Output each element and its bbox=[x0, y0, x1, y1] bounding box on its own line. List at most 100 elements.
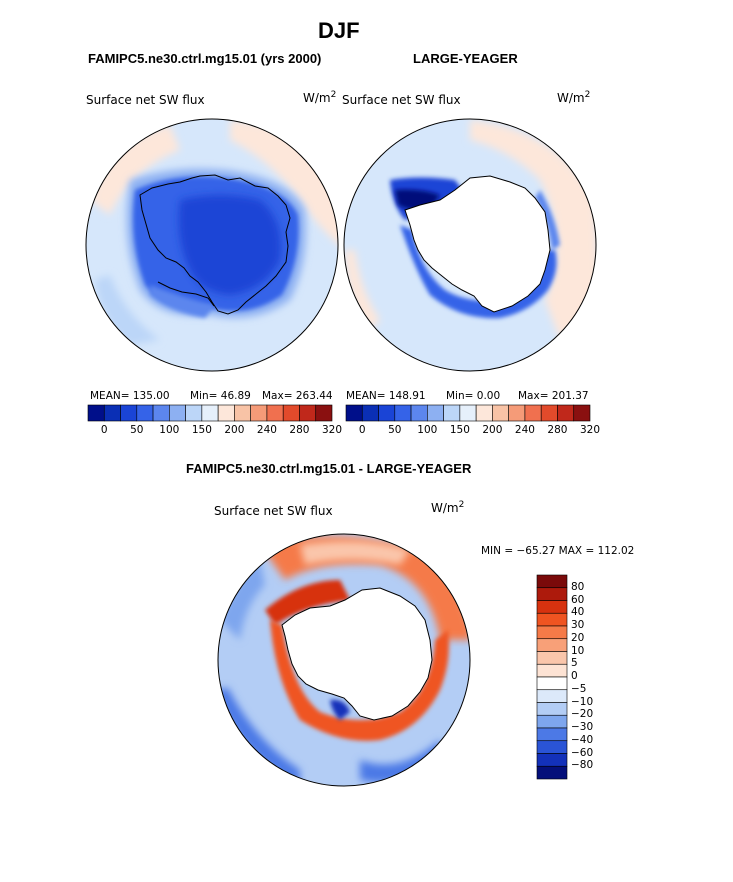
colorbar2-tick-label: 280 bbox=[547, 424, 568, 436]
colorbar3-tick-label: 30 bbox=[571, 619, 585, 631]
map1-peninsula bbox=[157, 281, 215, 307]
colorbar1-swatch bbox=[103, 404, 121, 422]
colorbar2-tick-label: 150 bbox=[449, 424, 470, 436]
colorbar1-swatch bbox=[136, 404, 154, 422]
colorbar2-swatch bbox=[540, 404, 558, 422]
colorbar3-tick-label: 10 bbox=[571, 644, 585, 657]
colorbar3-swatch bbox=[536, 612, 568, 627]
panel1-title: FAMIPC5.ne30.ctrl.mg15.01 (yrs 2000) bbox=[88, 51, 322, 66]
colorbar3-swatch bbox=[536, 689, 568, 703]
colorbar1-tick-label: 240 bbox=[256, 424, 277, 436]
colorbar1-tick-label: 320 bbox=[321, 424, 343, 436]
colorbar2-tick-label: 0 bbox=[358, 424, 366, 436]
colorbar1-swatch bbox=[201, 404, 219, 422]
colorbar2-swatch bbox=[394, 404, 412, 422]
colorbar-panel2 bbox=[345, 404, 591, 422]
colorbar2-swatch bbox=[573, 404, 591, 422]
colorbar2-swatch bbox=[345, 404, 363, 422]
colorbar3-swatch bbox=[536, 753, 568, 767]
colorbar1-swatch bbox=[87, 404, 105, 422]
colorbar3-swatch bbox=[536, 625, 568, 640]
colorbar1-swatch bbox=[266, 404, 284, 422]
panel1-variable-label: Surface net SW flux bbox=[86, 93, 205, 107]
colorbar1-tick-label: 200 bbox=[224, 424, 245, 436]
panel3-minmax: MIN = −65.27 MAX = 112.02 bbox=[481, 545, 635, 557]
colorbar3-swatch bbox=[536, 663, 568, 678]
colorbar1-tick-label: 100 bbox=[159, 424, 180, 436]
colorbar1-swatch bbox=[315, 404, 333, 422]
colorbar2-tick-label: 100 bbox=[417, 424, 438, 436]
map2-ice-mask bbox=[404, 175, 551, 313]
map1-frame bbox=[85, 118, 339, 372]
panel2-max: Max= 201.37 bbox=[518, 390, 589, 402]
colorbar3-swatch bbox=[536, 727, 568, 742]
colorbar3-tick-label: 20 bbox=[571, 631, 585, 644]
panel2-min: Min= 0.00 bbox=[446, 390, 501, 402]
colorbar2-swatch bbox=[508, 404, 526, 422]
colorbar3-tick-label: 80 bbox=[571, 580, 585, 593]
colorbar2-tick-label: 50 bbox=[388, 424, 402, 436]
colorbar2-swatch bbox=[427, 404, 444, 422]
colorbar3-swatch bbox=[536, 600, 568, 614]
colorbar1-swatch bbox=[120, 404, 138, 422]
colorbar1-swatch bbox=[282, 404, 300, 422]
colorbar2-swatch bbox=[557, 404, 575, 422]
colorbar3-tick-label: −80 bbox=[571, 759, 594, 772]
panel2-variable-label: Surface net SW flux bbox=[342, 93, 461, 107]
colorbar1-swatch bbox=[299, 404, 317, 422]
colorbar1-swatch bbox=[152, 404, 170, 422]
map2-frame bbox=[343, 118, 597, 372]
colorbar1-swatch bbox=[217, 404, 235, 422]
panel2-units: W/m2 bbox=[557, 90, 591, 105]
colorbar3-swatch bbox=[536, 651, 568, 665]
colorbar1-swatch bbox=[250, 404, 268, 422]
panel2-mean: MEAN= 148.91 bbox=[346, 390, 426, 402]
colorbar3-tick-label: −5 bbox=[571, 682, 587, 695]
panel1-min: Min= 46.89 bbox=[190, 390, 251, 402]
panel3-units: W/m2 bbox=[431, 500, 465, 515]
colorbar-panel3 bbox=[536, 574, 568, 780]
colorbar3-swatch bbox=[536, 702, 568, 716]
colorbar3-tick-label: 60 bbox=[571, 593, 585, 606]
colorbar1-tick-label: 280 bbox=[289, 424, 310, 436]
colorbar2-tick-label: 240 bbox=[514, 424, 535, 436]
colorbar3-tick-label: 5 bbox=[571, 657, 578, 670]
colorbar3-tick-label: −10 bbox=[571, 695, 594, 708]
colorbar3-tick-label: 0 bbox=[571, 670, 578, 682]
page-title: DJF bbox=[318, 18, 360, 43]
panel2-title: LARGE-YEAGER bbox=[413, 51, 518, 66]
colorbar2-swatch bbox=[361, 404, 379, 422]
panel3-variable-label: Surface net SW flux bbox=[214, 504, 333, 518]
colorbar2-tick-label: 320 bbox=[579, 424, 601, 436]
colorbar1-tick-label: 50 bbox=[130, 424, 144, 436]
map3-ice-mask bbox=[281, 587, 433, 721]
map1-field bbox=[86, 119, 338, 371]
colorbar3-tick-label: −40 bbox=[571, 733, 594, 746]
map2-field bbox=[344, 119, 596, 371]
colorbar2-swatch bbox=[410, 404, 428, 422]
colorbar-panel1 bbox=[87, 404, 333, 422]
colorbar3-tick-label: 40 bbox=[571, 606, 585, 619]
colorbar-panel3-ticks: 80 60 40 30 20 10 5 0 −5 −10 −20 −30 −40 −60 −80 bbox=[571, 575, 611, 779]
colorbar1-swatch bbox=[234, 404, 251, 422]
panel1-units: W/m2 bbox=[303, 90, 337, 105]
colorbar1-swatch bbox=[169, 404, 186, 422]
colorbar2-swatch bbox=[443, 404, 461, 422]
colorbar3-swatch bbox=[536, 714, 568, 729]
colorbar2-swatch bbox=[459, 404, 477, 422]
map1-coastline bbox=[139, 174, 291, 315]
colorbar1-tick-label: 150 bbox=[191, 424, 212, 436]
colorbar3-swatch bbox=[536, 638, 568, 652]
panel1-max: Max= 263.44 bbox=[262, 390, 333, 402]
colorbar1-swatch bbox=[185, 404, 203, 422]
colorbar3-swatch bbox=[536, 587, 568, 601]
colorbar2-tick-label: 200 bbox=[482, 424, 503, 436]
map3-field bbox=[218, 534, 470, 786]
colorbar3-swatch bbox=[536, 765, 568, 780]
colorbar3-tick-label: −30 bbox=[571, 721, 594, 733]
colorbar-panel1-ticks: 0 50 100 150 200 240 280 320 bbox=[88, 424, 342, 438]
colorbar3-swatch bbox=[536, 676, 568, 691]
colorbar1-tick-label: 0 bbox=[100, 424, 108, 436]
colorbar2-swatch bbox=[524, 404, 542, 422]
